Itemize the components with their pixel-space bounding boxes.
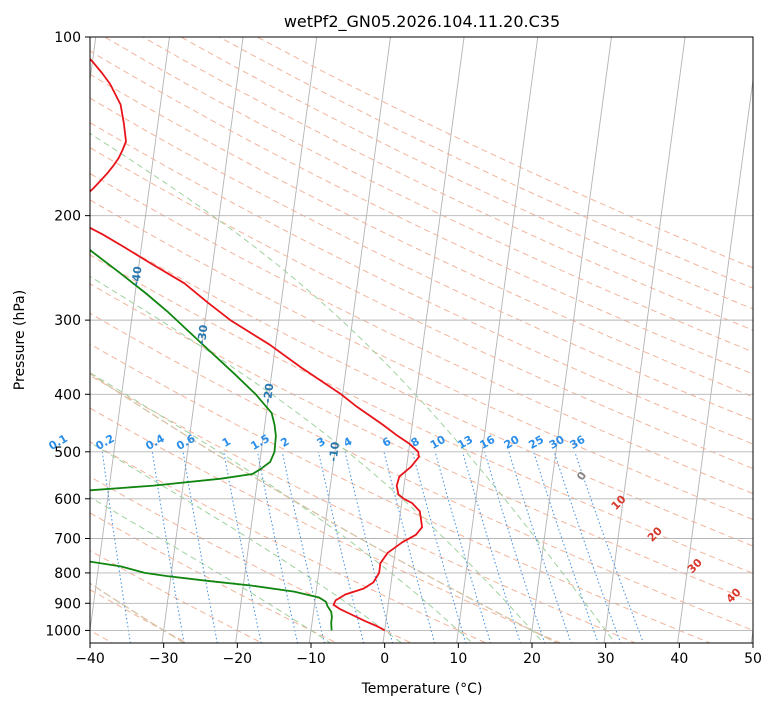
dry-adiabat-line (179, 37, 753, 310)
dry-adiabat-line (90, 312, 753, 631)
dry-adiabat-line (90, 589, 189, 643)
dry-adiabat-line (90, 441, 488, 643)
plot-frame (89, 36, 754, 644)
dry-adiabat-line (90, 343, 712, 643)
isotherm-line (456, 37, 539, 643)
chart-title: wetPf2_GN05.2026.104.11.20.C35 (284, 12, 560, 32)
isotherm-line (603, 37, 686, 643)
y-tick-label: 300 (54, 313, 81, 329)
x-tick-label: 10 (449, 651, 467, 667)
dewpoint-profile-line (90, 248, 333, 631)
dry-adiabat-line (90, 254, 753, 574)
y-tick-label: 600 (54, 492, 81, 508)
y-tick-label: 1000 (45, 623, 81, 639)
y-tick-label: 500 (54, 445, 81, 461)
profile-lines (90, 57, 423, 632)
isotherm-line (90, 37, 170, 634)
x-tick-label: 40 (670, 651, 688, 667)
x-tick-label: 20 (523, 651, 541, 667)
reference-curve-line (90, 582, 186, 643)
dry-adiabat-line (90, 199, 753, 521)
dry-adiabat-line (90, 549, 263, 643)
y-tick-label: 900 (54, 596, 81, 612)
isotherm-line (235, 37, 318, 643)
isotherm-label: -10 (327, 441, 343, 463)
y-tick-label: 100 (54, 30, 81, 46)
isotherm-label: -40 (129, 265, 145, 287)
x-tick-label: −10 (296, 651, 326, 667)
dry-adiabat-line (90, 50, 753, 375)
x-tick-label: 0 (380, 651, 389, 667)
dry-adiabat-line (141, 37, 753, 331)
moist-adiabat-line (90, 372, 473, 643)
y-axis-ticks: 100 200 300 400 500 600 700 800 900 1000 (45, 30, 90, 639)
x-tick-label: 50 (744, 651, 762, 667)
y-axis-label: Pressure (hPa) (12, 290, 28, 390)
isotherm-line (677, 76, 753, 643)
x-tick-label: −20 (223, 651, 253, 667)
x-tick-label: −30 (149, 651, 179, 667)
isotherm-line (308, 37, 391, 643)
dry-adiabat-line (90, 226, 753, 547)
x-axis-ticks: −40 −30 −20 −10 0 10 20 30 40 50 (75, 643, 762, 667)
moist-adiabat-line (90, 132, 616, 643)
dry-adiabat-line (90, 97, 753, 421)
pressure-gridlines (90, 37, 753, 631)
y-tick-label: 700 (54, 532, 81, 548)
x-axis-label: Temperature (°C) (361, 681, 483, 697)
y-tick-label: 800 (54, 566, 81, 582)
x-tick-label: 30 (597, 651, 615, 667)
dry-adiabat-line (90, 172, 753, 495)
x-tick-label: −40 (75, 651, 105, 667)
temperature-profile-line (90, 57, 423, 632)
y-tick-label: 400 (54, 387, 81, 403)
dry-adiabat-line (90, 374, 637, 643)
dry-adiabat-line (90, 407, 562, 643)
reference-curve-line (90, 372, 559, 643)
y-tick-label: 200 (54, 209, 81, 225)
isotherm-label: -20 (261, 382, 277, 404)
isotherm-label: -30 (195, 324, 211, 346)
